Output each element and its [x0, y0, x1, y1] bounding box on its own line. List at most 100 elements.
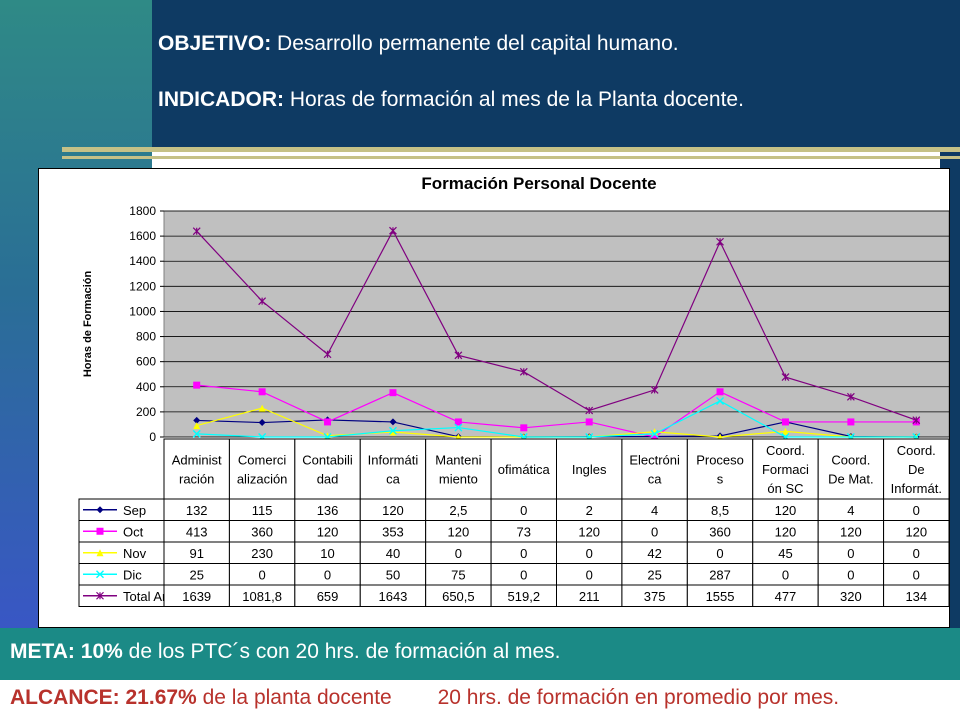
legend-label: Nov — [123, 546, 147, 561]
table-value: 0 — [586, 567, 593, 582]
data-point — [781, 373, 790, 382]
table-value: 413 — [186, 524, 208, 539]
category-label: alización — [237, 472, 288, 487]
y-tick-label: 200 — [136, 405, 156, 419]
table-value: 0 — [520, 567, 527, 582]
table-value: 0 — [913, 546, 920, 561]
y-tick-label: 1200 — [129, 279, 156, 293]
table-value: 45 — [778, 546, 792, 561]
data-point — [193, 416, 201, 424]
data-point — [585, 418, 593, 426]
data-point — [716, 237, 724, 246]
table-value: 120 — [840, 524, 862, 539]
y-axis-label: Horas de Formación — [82, 271, 94, 378]
data-point — [585, 406, 594, 415]
category-label: ración — [179, 472, 214, 487]
data-point — [388, 426, 397, 435]
category-header-cell — [556, 438, 623, 500]
category-label: Manteni — [435, 453, 481, 468]
table-value: 136 — [317, 503, 339, 518]
series-line — [196, 384, 917, 438]
table-value: 132 — [186, 503, 208, 518]
data-point — [454, 423, 463, 432]
alcance-label: ALCANCE: — [10, 686, 120, 709]
data-point — [96, 549, 104, 557]
category-label: ofimática — [498, 462, 551, 477]
table-value: 360 — [709, 524, 731, 539]
table-value: 120 — [382, 503, 404, 518]
table-value: 1639 — [182, 589, 211, 604]
category-label: Ingles — [572, 462, 607, 477]
objetivo-text: Desarrollo permanente del capital humano… — [277, 32, 679, 55]
data-point — [912, 416, 921, 425]
category-label: Coord. — [897, 443, 936, 458]
objetivo-line: OBJETIVO: Desarrollo permanente del capi… — [158, 32, 679, 56]
table-value: 0 — [913, 567, 920, 582]
y-tick-label: 1600 — [129, 229, 156, 243]
data-point — [389, 389, 397, 397]
table-value: 50 — [386, 567, 400, 582]
category-header-cell — [817, 438, 885, 500]
indicador-label: INDICADOR: — [158, 88, 284, 111]
table-value: 230 — [251, 546, 273, 561]
data-point — [192, 227, 201, 236]
table-value: 2 — [586, 503, 593, 518]
legend-label: Dic — [123, 567, 142, 582]
data-point — [847, 418, 855, 426]
table-value: 120 — [775, 503, 797, 518]
category-label: Proceso — [696, 453, 744, 468]
table-value: 0 — [259, 567, 266, 582]
category-label: ón SC — [767, 481, 803, 496]
objetivo-label: OBJETIVO: — [158, 32, 272, 55]
category-label: Informát. — [891, 481, 942, 496]
table-value: 40 — [386, 546, 400, 561]
table-value: 134 — [905, 589, 927, 604]
data-point — [96, 527, 104, 535]
table-value: 0 — [651, 524, 658, 539]
header-band — [152, 0, 960, 150]
category-label: Informáti — [368, 453, 419, 468]
table-value: 0 — [847, 567, 854, 582]
table-value: 0 — [782, 567, 789, 582]
data-point — [781, 427, 789, 435]
indicador-line: INDICADOR: Horas de formación al mes de … — [158, 88, 744, 112]
data-point — [716, 388, 724, 396]
legend-label: Oct — [123, 524, 144, 539]
alcance-text: de la planta docente — [202, 686, 392, 709]
series-line — [196, 400, 917, 438]
table-value: 1643 — [378, 589, 407, 604]
table-value: 287 — [709, 567, 731, 582]
table-value: 2,5 — [449, 503, 467, 518]
table-value: 650,5 — [442, 589, 475, 604]
data-point — [781, 418, 789, 426]
data-point — [96, 591, 104, 600]
data-point — [258, 388, 266, 396]
meta-label: META: 10% — [10, 640, 123, 663]
category-label: ca — [648, 472, 663, 487]
category-header-cell — [490, 438, 558, 500]
data-point — [258, 404, 266, 412]
legend-label: Sep — [123, 503, 146, 518]
y-tick-label: 400 — [136, 380, 156, 394]
category-label: Electróni — [629, 453, 680, 468]
table-value: 360 — [251, 524, 273, 539]
data-point — [454, 351, 463, 360]
table-value: 353 — [382, 524, 404, 539]
category-label: miento — [439, 472, 478, 487]
table-value: 4 — [651, 503, 658, 518]
y-tick-label: 600 — [136, 355, 156, 369]
data-point — [519, 367, 528, 376]
data-point — [389, 428, 397, 436]
alcance-note: 20 hrs. de formación en promedio por mes… — [437, 686, 840, 709]
table-value: 211 — [579, 589, 600, 604]
table-value: 0 — [913, 503, 920, 518]
category-label: De — [908, 462, 925, 477]
table-value: 120 — [317, 524, 339, 539]
category-header-cell — [294, 438, 361, 500]
table-value: 375 — [644, 589, 666, 604]
category-label: Comerci — [238, 453, 287, 468]
table-value: 8,5 — [711, 503, 729, 518]
meta-band — [0, 628, 960, 680]
table-value: 10 — [320, 546, 334, 561]
divider-stripe — [62, 147, 960, 152]
